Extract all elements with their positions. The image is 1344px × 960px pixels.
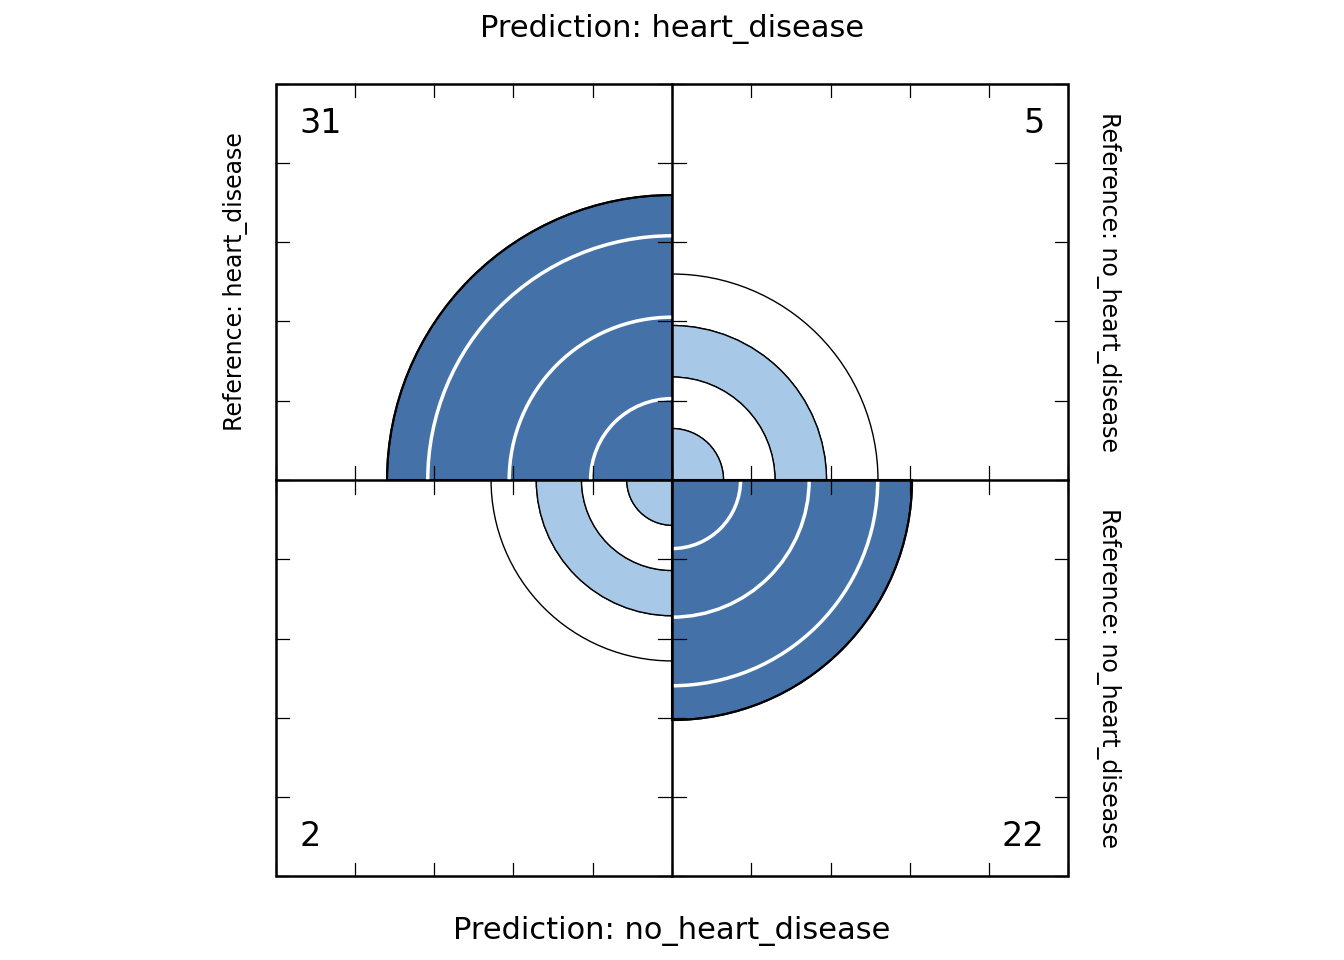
Text: 2: 2	[300, 820, 321, 852]
Wedge shape	[626, 480, 672, 525]
Wedge shape	[672, 377, 775, 480]
Text: Reference: heart_disease: Reference: heart_disease	[223, 132, 249, 431]
Wedge shape	[536, 480, 672, 615]
Wedge shape	[387, 195, 672, 480]
Wedge shape	[672, 480, 913, 720]
Text: Prediction: heart_disease: Prediction: heart_disease	[480, 14, 864, 44]
Text: Reference: no_heart_disease: Reference: no_heart_disease	[1095, 508, 1121, 849]
Wedge shape	[672, 428, 723, 480]
Text: Reference: no_heart_disease: Reference: no_heart_disease	[1095, 111, 1121, 452]
Wedge shape	[672, 325, 827, 480]
Text: 5: 5	[1023, 108, 1044, 140]
Wedge shape	[582, 480, 672, 570]
Text: Prediction: no_heart_disease: Prediction: no_heart_disease	[453, 916, 891, 946]
Wedge shape	[672, 274, 878, 480]
Wedge shape	[491, 480, 672, 660]
Text: 31: 31	[300, 108, 341, 140]
Text: 22: 22	[1001, 820, 1044, 852]
